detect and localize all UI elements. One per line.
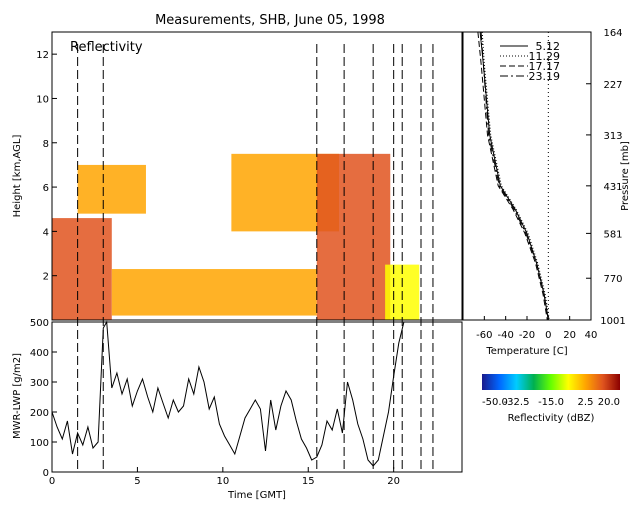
lwp-y-tick-label: 0 — [43, 468, 49, 479]
sounding-x-tick-label: -40 — [497, 330, 513, 341]
sounding-x-tick-label: -60 — [476, 330, 492, 341]
sounding-line-23.19 — [480, 31, 549, 321]
lwp-y-tick-label: 200 — [30, 408, 49, 419]
sounding-legend-label: 17.17 — [529, 60, 561, 73]
pressure-tick-label: 313 — [603, 131, 622, 142]
sounding-x-ticks: -60 -40 -20 0 20 40 — [476, 316, 597, 341]
echo-region-upper-echo-morning — [77, 164, 146, 214]
reflectivity-panel: Reflectivity Height [km,AGL] 2 4 6 8 10 12 — [12, 31, 463, 321]
pressure-tick-label: 227 — [603, 80, 622, 91]
pressure-tick-label: 1001 — [600, 316, 625, 327]
colorbar-tick-label: -32.5 — [504, 397, 530, 408]
sounding-y-axis-label: Pressure [mb] — [620, 141, 631, 211]
colorbar-tick-label: 2.5 — [578, 397, 594, 408]
lwp-x-tick-label: 0 — [49, 476, 55, 487]
sounding-profiles — [477, 31, 550, 321]
lwp-series — [51, 320, 405, 467]
lwp-y-tick-label: 400 — [30, 348, 49, 359]
sounding-x-tick-label: 40 — [585, 330, 598, 341]
colorbar-ticks: -50.0-32.5 -15.0 2.5 20.0 — [482, 397, 620, 408]
sounding-x-tick-label: -20 — [519, 330, 535, 341]
sounding-legend-label: 11.29 — [529, 50, 561, 63]
echo-region-stratiform-band — [111, 269, 317, 316]
reflectivity-y-tick-label: 8 — [43, 139, 49, 150]
colorbar-tick-label: 20.0 — [598, 397, 620, 408]
pressure-tick-label: 164 — [603, 28, 622, 39]
event-lines — [77, 44, 434, 472]
reflectivity-annotation: Reflectivity — [70, 40, 143, 55]
sounding-line-17.17 — [477, 31, 548, 321]
echo-region-convective-core — [316, 153, 391, 320]
lwp-y-tick-label: 300 — [30, 378, 49, 389]
sounding-legend-label: 5.12 — [536, 40, 561, 53]
colorbar-gradient — [482, 374, 620, 390]
reflectivity-y-tick-label: 10 — [36, 94, 49, 105]
lwp-x-axis-label: Time [GMT] — [227, 490, 286, 501]
pressure-tick-label: 770 — [603, 274, 622, 285]
lwp-y-tick-label: 100 — [30, 438, 49, 449]
sounding-x-axis-label: Temperature [C] — [485, 346, 567, 357]
lwp-y-tick-label: 500 — [30, 318, 49, 329]
reflectivity-y-ticks: 2 4 6 8 10 12 — [36, 50, 57, 283]
lwp-y-ticks: 0 100 200 300 400 500 — [30, 318, 57, 479]
reflectivity-plot-frame — [51, 31, 463, 321]
sounding-plot-frame — [462, 31, 592, 321]
colorbar-tick-label: -50.0 — [482, 397, 508, 408]
reflectivity-y-tick-label: 4 — [43, 227, 49, 238]
figure-title: Measurements, SHB, June 05, 1998 — [155, 13, 385, 28]
lwp-x-ticks: 0 5 10 15 20 — [49, 467, 400, 487]
reflectivity-y-tick-label: 2 — [43, 272, 49, 283]
sounding-pressure-ticks: 1001 770 581 431 313 227 164 — [586, 28, 626, 327]
lwp-line — [51, 320, 405, 467]
lwp-panel: 0 100 200 300 400 500 0 5 10 15 20 MWR-LWP [g/m2]… — [12, 318, 463, 501]
colorbar-tick-label: -15.0 — [538, 397, 564, 408]
lwp-x-tick-label: 5 — [134, 476, 140, 487]
lwp-plot-frame — [51, 321, 463, 473]
sounding-legend-label: 23.19 — [529, 70, 561, 83]
lwp-x-tick-label: 15 — [302, 476, 315, 487]
colorbar: -50.0-32.5 -15.0 2.5 20.0 Reflectivity (dBZ… — [482, 374, 620, 424]
sounding-x-tick-label: 0 — [545, 330, 551, 341]
reflectivity-y-tick-label: 6 — [43, 183, 49, 194]
lwp-x-tick-label: 10 — [216, 476, 229, 487]
sounding-x-tick-label: 20 — [563, 330, 576, 341]
reflectivity-echoes — [52, 153, 420, 320]
colorbar-label: Reflectivity (dBZ) — [508, 413, 595, 424]
pressure-tick-label: 581 — [603, 229, 622, 240]
reflectivity-y-tick-label: 12 — [36, 50, 49, 61]
lwp-y-axis-label: MWR-LWP [g/m2] — [12, 353, 23, 439]
lwp-x-tick-label: 20 — [387, 476, 400, 487]
reflectivity-y-axis-label: Height [km,AGL] — [12, 135, 23, 218]
sounding-line-11.29 — [481, 31, 550, 321]
echo-region-low-echo-morning — [52, 218, 112, 320]
pressure-tick-label: 431 — [603, 182, 622, 193]
